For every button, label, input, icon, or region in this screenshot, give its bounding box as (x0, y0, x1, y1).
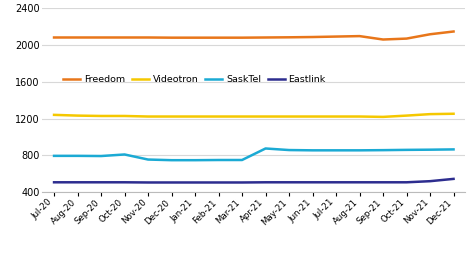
Freedom (122, 36, 127, 39)
SaskTel (51, 154, 57, 158)
Eastlink (145, 181, 151, 184)
Freedom (169, 36, 174, 39)
Freedom (404, 37, 409, 40)
Eastlink (169, 181, 174, 184)
SaskTel (263, 147, 268, 150)
Eastlink (451, 177, 456, 180)
SaskTel (333, 149, 339, 152)
Videotron (404, 114, 409, 117)
Videotron (451, 112, 456, 115)
Videotron (51, 113, 57, 116)
Eastlink (263, 181, 268, 184)
Freedom (357, 34, 362, 38)
Freedom (51, 36, 57, 39)
Line: SaskTel: SaskTel (54, 148, 454, 160)
SaskTel (286, 148, 292, 152)
Line: Eastlink: Eastlink (54, 179, 454, 182)
Freedom (310, 36, 315, 39)
SaskTel (239, 158, 245, 162)
Eastlink (51, 181, 57, 184)
Eastlink (192, 181, 198, 184)
Eastlink (216, 181, 221, 184)
Videotron (192, 115, 198, 118)
SaskTel (145, 158, 151, 161)
SaskTel (122, 153, 127, 156)
Eastlink (75, 181, 80, 184)
SaskTel (380, 148, 386, 152)
Videotron (357, 115, 362, 118)
Eastlink (310, 181, 315, 184)
Videotron (75, 114, 80, 117)
SaskTel (216, 158, 221, 162)
Videotron (380, 115, 386, 119)
SaskTel (98, 154, 104, 158)
Videotron (263, 115, 268, 118)
Videotron (239, 115, 245, 118)
Videotron (145, 115, 151, 118)
Freedom (216, 36, 221, 39)
Eastlink (380, 181, 386, 184)
Videotron (169, 115, 174, 118)
Eastlink (333, 181, 339, 184)
Freedom (286, 36, 292, 39)
Videotron (333, 115, 339, 118)
Videotron (98, 114, 104, 117)
Freedom (380, 38, 386, 41)
Freedom (239, 36, 245, 39)
SaskTel (404, 148, 409, 151)
Videotron (427, 112, 433, 116)
SaskTel (451, 148, 456, 151)
Freedom (427, 33, 433, 36)
Freedom (333, 35, 339, 38)
Videotron (216, 115, 221, 118)
Eastlink (427, 180, 433, 183)
SaskTel (310, 149, 315, 152)
Freedom (451, 30, 456, 33)
SaskTel (427, 148, 433, 151)
Eastlink (98, 181, 104, 184)
Eastlink (122, 181, 127, 184)
Line: Freedom: Freedom (54, 32, 454, 40)
Eastlink (239, 181, 245, 184)
Legend: Freedom, Videotron, SaskTel, Eastlink: Freedom, Videotron, SaskTel, Eastlink (60, 72, 329, 88)
Videotron (122, 114, 127, 117)
Freedom (98, 36, 104, 39)
Eastlink (404, 181, 409, 184)
SaskTel (192, 159, 198, 162)
Videotron (310, 115, 315, 118)
Freedom (192, 36, 198, 39)
SaskTel (357, 149, 362, 152)
Eastlink (357, 181, 362, 184)
Line: Videotron: Videotron (54, 114, 454, 117)
Eastlink (286, 181, 292, 184)
Videotron (286, 115, 292, 118)
Freedom (75, 36, 80, 39)
Freedom (145, 36, 151, 39)
SaskTel (169, 159, 174, 162)
Freedom (263, 36, 268, 39)
SaskTel (75, 154, 80, 158)
